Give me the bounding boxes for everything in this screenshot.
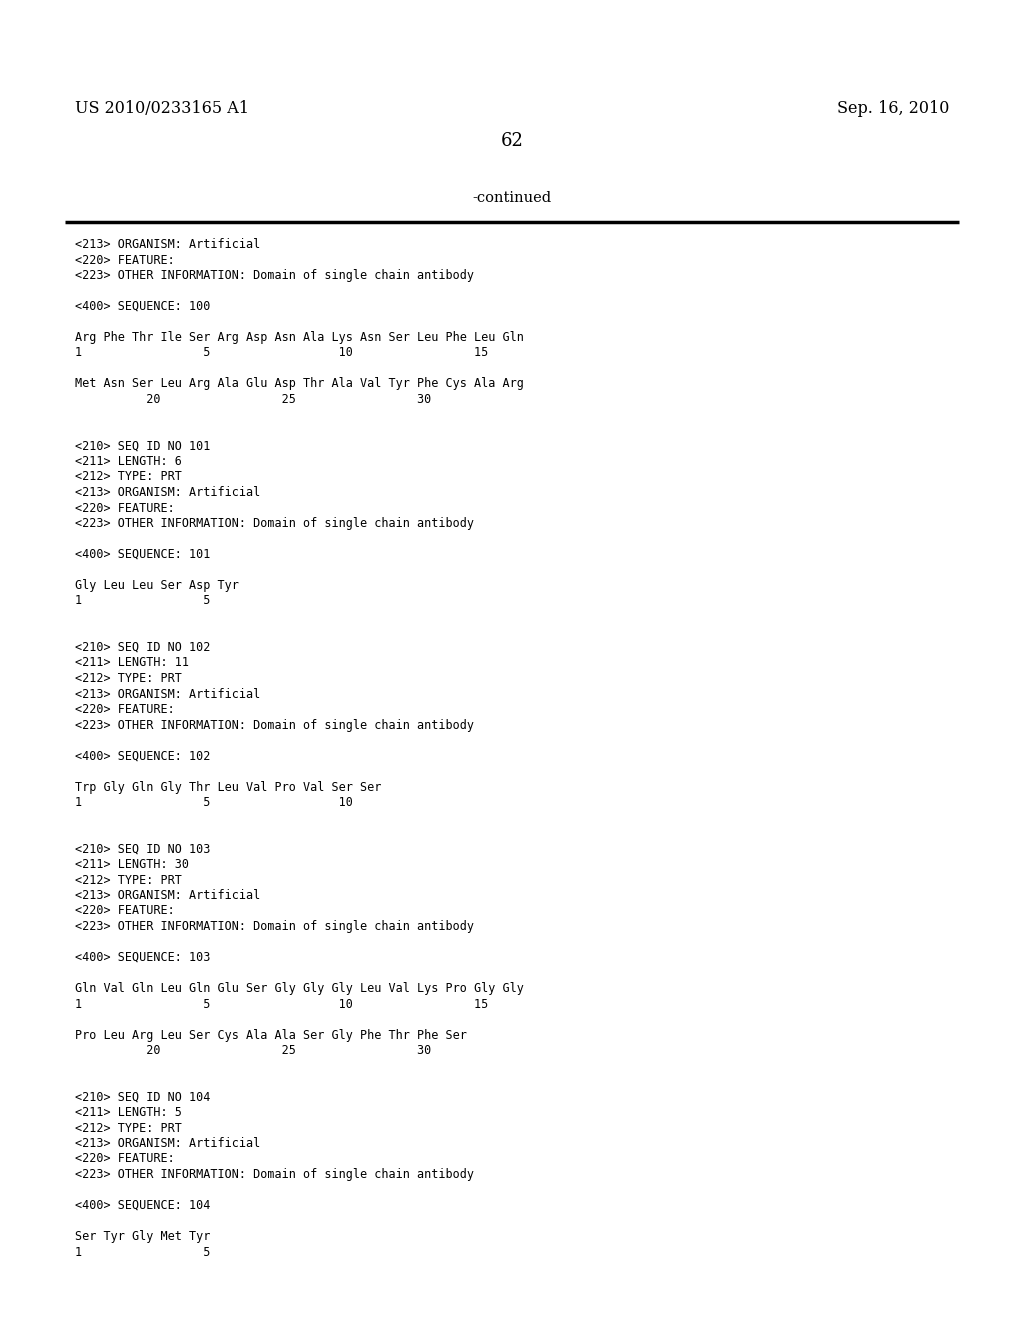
Text: 1                 5: 1 5 bbox=[75, 594, 210, 607]
Text: Met Asn Ser Leu Arg Ala Glu Asp Thr Ala Val Tyr Phe Cys Ala Arg: Met Asn Ser Leu Arg Ala Glu Asp Thr Ala … bbox=[75, 378, 524, 391]
Text: <400> SEQUENCE: 100: <400> SEQUENCE: 100 bbox=[75, 300, 210, 313]
Text: <211> LENGTH: 6: <211> LENGTH: 6 bbox=[75, 455, 182, 469]
Text: -continued: -continued bbox=[472, 191, 552, 205]
Text: <400> SEQUENCE: 102: <400> SEQUENCE: 102 bbox=[75, 750, 210, 763]
Text: Sep. 16, 2010: Sep. 16, 2010 bbox=[837, 100, 949, 117]
Text: Pro Leu Arg Leu Ser Cys Ala Ala Ser Gly Phe Thr Phe Ser: Pro Leu Arg Leu Ser Cys Ala Ala Ser Gly … bbox=[75, 1028, 467, 1041]
Text: <220> FEATURE:: <220> FEATURE: bbox=[75, 253, 175, 267]
Text: <210> SEQ ID NO 102: <210> SEQ ID NO 102 bbox=[75, 642, 210, 653]
Text: <212> TYPE: PRT: <212> TYPE: PRT bbox=[75, 672, 182, 685]
Text: Arg Phe Thr Ile Ser Arg Asp Asn Ala Lys Asn Ser Leu Phe Leu Gln: Arg Phe Thr Ile Ser Arg Asp Asn Ala Lys … bbox=[75, 331, 524, 345]
Text: Gln Val Gln Leu Gln Glu Ser Gly Gly Gly Leu Val Lys Pro Gly Gly: Gln Val Gln Leu Gln Glu Ser Gly Gly Gly … bbox=[75, 982, 524, 995]
Text: <211> LENGTH: 11: <211> LENGTH: 11 bbox=[75, 656, 189, 669]
Text: Gly Leu Leu Ser Asp Tyr: Gly Leu Leu Ser Asp Tyr bbox=[75, 579, 239, 591]
Text: <212> TYPE: PRT: <212> TYPE: PRT bbox=[75, 1122, 182, 1134]
Text: <211> LENGTH: 5: <211> LENGTH: 5 bbox=[75, 1106, 182, 1119]
Text: <223> OTHER INFORMATION: Domain of single chain antibody: <223> OTHER INFORMATION: Domain of singl… bbox=[75, 517, 474, 531]
Text: Ser Tyr Gly Met Tyr: Ser Tyr Gly Met Tyr bbox=[75, 1230, 210, 1243]
Text: <223> OTHER INFORMATION: Domain of single chain antibody: <223> OTHER INFORMATION: Domain of singl… bbox=[75, 1168, 474, 1181]
Text: <223> OTHER INFORMATION: Domain of single chain antibody: <223> OTHER INFORMATION: Domain of singl… bbox=[75, 718, 474, 731]
Text: 1                 5                  10                 15: 1 5 10 15 bbox=[75, 346, 488, 359]
Text: <220> FEATURE:: <220> FEATURE: bbox=[75, 1152, 175, 1166]
Text: <400> SEQUENCE: 104: <400> SEQUENCE: 104 bbox=[75, 1199, 210, 1212]
Text: <400> SEQUENCE: 103: <400> SEQUENCE: 103 bbox=[75, 950, 210, 964]
Text: <213> ORGANISM: Artificial: <213> ORGANISM: Artificial bbox=[75, 1137, 260, 1150]
Text: <220> FEATURE:: <220> FEATURE: bbox=[75, 502, 175, 515]
Text: <213> ORGANISM: Artificial: <213> ORGANISM: Artificial bbox=[75, 238, 260, 251]
Text: 1                 5                  10: 1 5 10 bbox=[75, 796, 353, 809]
Text: <213> ORGANISM: Artificial: <213> ORGANISM: Artificial bbox=[75, 888, 260, 902]
Text: Trp Gly Gln Gly Thr Leu Val Pro Val Ser Ser: Trp Gly Gln Gly Thr Leu Val Pro Val Ser … bbox=[75, 780, 381, 793]
Text: <210> SEQ ID NO 101: <210> SEQ ID NO 101 bbox=[75, 440, 210, 453]
Text: <220> FEATURE:: <220> FEATURE: bbox=[75, 704, 175, 715]
Text: <220> FEATURE:: <220> FEATURE: bbox=[75, 904, 175, 917]
Text: <210> SEQ ID NO 104: <210> SEQ ID NO 104 bbox=[75, 1090, 210, 1104]
Text: <211> LENGTH: 30: <211> LENGTH: 30 bbox=[75, 858, 189, 871]
Text: <212> TYPE: PRT: <212> TYPE: PRT bbox=[75, 874, 182, 887]
Text: <213> ORGANISM: Artificial: <213> ORGANISM: Artificial bbox=[75, 486, 260, 499]
Text: <213> ORGANISM: Artificial: <213> ORGANISM: Artificial bbox=[75, 688, 260, 701]
Text: <400> SEQUENCE: 101: <400> SEQUENCE: 101 bbox=[75, 548, 210, 561]
Text: 1                 5                  10                 15: 1 5 10 15 bbox=[75, 998, 488, 1011]
Text: <223> OTHER INFORMATION: Domain of single chain antibody: <223> OTHER INFORMATION: Domain of singl… bbox=[75, 920, 474, 933]
Text: <212> TYPE: PRT: <212> TYPE: PRT bbox=[75, 470, 182, 483]
Text: 20                 25                 30: 20 25 30 bbox=[75, 1044, 431, 1057]
Text: US 2010/0233165 A1: US 2010/0233165 A1 bbox=[75, 100, 249, 117]
Text: 62: 62 bbox=[501, 132, 523, 150]
Text: 1                 5: 1 5 bbox=[75, 1246, 210, 1258]
Text: 20                 25                 30: 20 25 30 bbox=[75, 393, 431, 407]
Text: <223> OTHER INFORMATION: Domain of single chain antibody: <223> OTHER INFORMATION: Domain of singl… bbox=[75, 269, 474, 282]
Text: <210> SEQ ID NO 103: <210> SEQ ID NO 103 bbox=[75, 842, 210, 855]
